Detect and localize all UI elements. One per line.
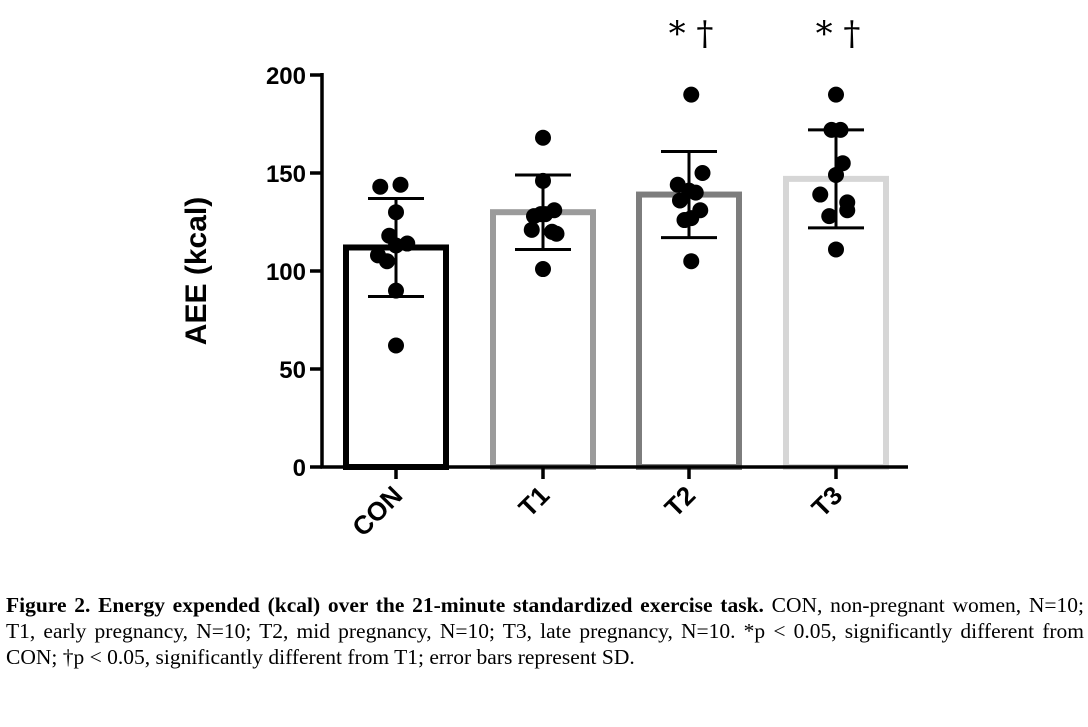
data-point-t3-6 <box>812 186 829 203</box>
x-label-t3: T3 <box>806 480 849 523</box>
data-point-t2-1 <box>683 86 700 103</box>
data-point-con-1 <box>372 178 389 195</box>
data-point-t3-1 <box>828 86 844 103</box>
data-point-con-6 <box>399 235 416 252</box>
data-point-t2-6 <box>672 192 688 209</box>
data-point-t1-6 <box>537 206 554 223</box>
data-points-layer <box>370 86 856 354</box>
figure-caption: Figure 2. Energy expended (kcal) over th… <box>6 592 1084 670</box>
data-point-t1-2 <box>535 172 551 189</box>
data-point-t1-10 <box>535 261 551 278</box>
data-point-t3-9 <box>821 208 838 225</box>
data-point-con-2 <box>392 176 409 193</box>
y-ticks-layer: 0 50 100 150 200 <box>266 63 322 482</box>
data-point-t1-9 <box>548 225 565 242</box>
data-point-t2-10 <box>683 253 700 270</box>
data-point-t1-1 <box>535 129 551 146</box>
significance-t2: * † <box>669 14 714 54</box>
bar-t3 <box>783 175 889 470</box>
data-point-t3-5 <box>828 166 844 183</box>
data-point-con-8 <box>379 253 395 270</box>
y-tick-label-100: 100 <box>266 259 306 286</box>
x-label-con: CON <box>346 480 408 542</box>
y-tick-label-0: 0 <box>293 455 306 482</box>
data-point-con-9 <box>388 282 404 299</box>
y-tick-label-50: 50 <box>279 357 306 384</box>
data-point-t3-8 <box>839 202 856 219</box>
x-label-t1: T1 <box>513 480 556 523</box>
y-tick-label-200: 200 <box>266 63 306 90</box>
y-axis-label: AEE (kcal) <box>180 197 213 345</box>
data-point-t2-4 <box>687 184 704 201</box>
data-point-con-10 <box>388 337 404 354</box>
data-point-t3-3 <box>832 121 849 138</box>
significance-t3: * † <box>816 14 861 54</box>
x-labels-layer: CON T1 T2 T3 <box>346 467 848 542</box>
significance-markers: * † * † <box>669 14 861 54</box>
bars-layer <box>343 175 889 470</box>
x-label-t2: T2 <box>659 480 702 523</box>
data-point-t1-7 <box>523 221 540 238</box>
caption-title: Figure 2. Energy expended (kcal) over th… <box>6 593 764 617</box>
data-point-t3-4 <box>834 155 851 172</box>
data-point-t3-10 <box>828 241 844 258</box>
data-point-t2-5 <box>694 165 711 181</box>
y-tick-label-150: 150 <box>266 161 306 188</box>
bar-chart: 0 50 100 150 200 CON T1 T2 T3 * † * † AEE (kcal) <box>180 14 908 542</box>
data-point-t2-9 <box>676 212 693 229</box>
caption-body: CON, non-pregnant women, N=10; T1, early… <box>6 593 1084 669</box>
data-point-con-3 <box>388 204 404 221</box>
